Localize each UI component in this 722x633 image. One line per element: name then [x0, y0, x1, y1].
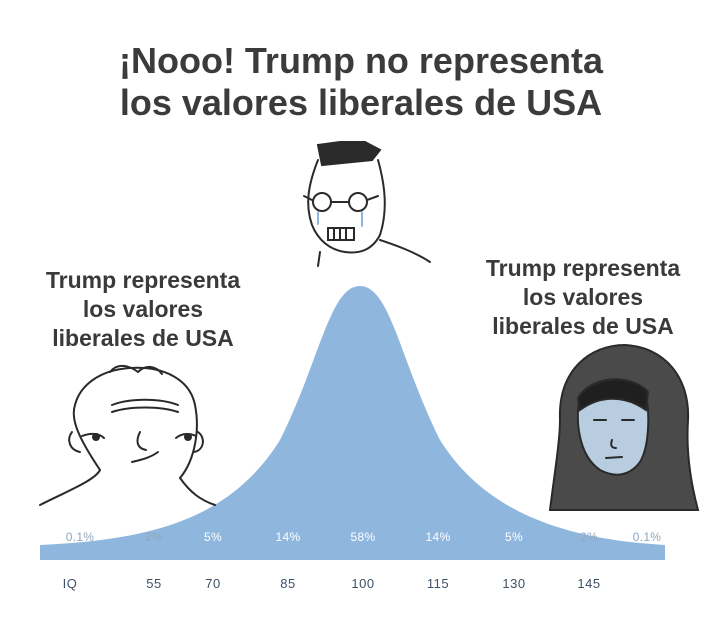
right-caption-line-1: Trump representa	[485, 255, 681, 281]
right-caption-line-2: los valores	[522, 284, 644, 310]
right-character-caption: Trump representa los valores liberales d…	[458, 254, 708, 341]
percentage-label: 2%	[145, 530, 163, 544]
meme-title: ¡Nooo! Trump no representa los valores l…	[0, 40, 722, 124]
iq-label: 115	[426, 576, 450, 591]
iq-label: 145	[577, 576, 601, 591]
percentage-label: 0.1%	[65, 530, 95, 544]
iq-label: 55	[146, 576, 162, 591]
title-line-1: ¡Nooo! Trump no representa	[118, 40, 604, 81]
percentage-label: 2%	[580, 530, 598, 544]
iq-label: 100	[351, 576, 375, 591]
iq-label: IQ	[62, 576, 78, 591]
iq-label: 85	[280, 576, 296, 591]
left-character-caption: Trump representa los valores liberales d…	[18, 266, 268, 353]
percentage-label: 5%	[505, 530, 523, 544]
percentage-label: 14%	[425, 530, 451, 544]
percentage-label: 14%	[275, 530, 301, 544]
left-caption-line-1: Trump representa	[45, 267, 241, 293]
percentage-label: 5%	[204, 530, 222, 544]
middle-character-drawing	[303, 141, 431, 267]
percentage-label: 0.1%	[632, 530, 662, 544]
iq-label: 130	[502, 576, 526, 591]
iq-label: 70	[205, 576, 221, 591]
left-caption-line-2: los valores	[82, 296, 204, 322]
right-caption-line-3: liberales de USA	[492, 313, 674, 339]
left-caption-line-3: liberales de USA	[52, 325, 234, 351]
percentage-label: 58%	[350, 530, 376, 544]
title-line-2: los valores liberales de USA	[119, 82, 603, 123]
left-character-drawing	[39, 365, 216, 506]
right-character-drawing	[548, 343, 700, 511]
bell-curve	[40, 286, 665, 560]
